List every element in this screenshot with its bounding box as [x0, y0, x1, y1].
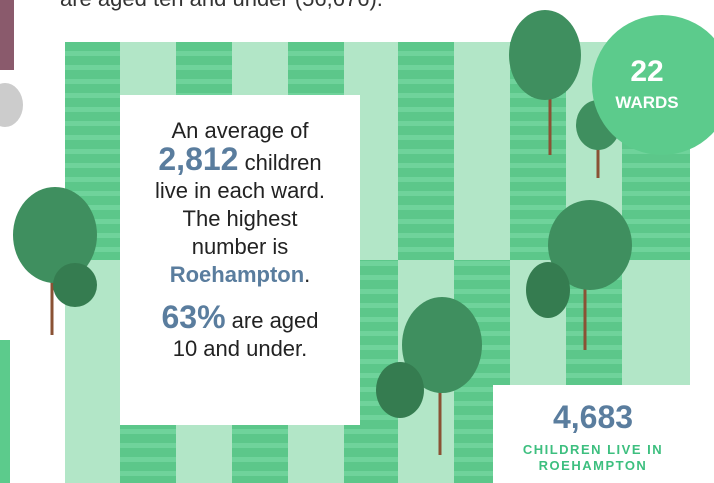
percent: 63% [161, 299, 226, 335]
info-card: An average of 2,812 children live in eac… [120, 95, 360, 425]
ward: Roehampton [169, 262, 305, 287]
text: The highest [182, 206, 298, 231]
text: number is [191, 234, 289, 259]
highlight-label: CHILDREN LIVE IN ROEHAMPTON [522, 442, 664, 473]
text: 10 and under. [172, 336, 308, 361]
text: are aged [231, 308, 319, 333]
wards-badge: 22 WARDS [592, 15, 714, 155]
figure [0, 0, 14, 70]
average: 2,812 [158, 141, 239, 177]
trees [13, 10, 632, 455]
left-bar [0, 340, 10, 483]
badge-number: 22 [630, 55, 664, 88]
stripe-cell [398, 42, 454, 260]
intro-text: are aged ten and under (56,676). [60, 0, 383, 12]
text: . [304, 262, 311, 287]
text: An average of [171, 118, 309, 143]
badge-label: WARDS [615, 93, 679, 112]
figure-shadow [0, 83, 23, 127]
highlight-number: 4,683 [552, 399, 634, 435]
text: children [244, 150, 322, 175]
highlight-box: 4,683 CHILDREN LIVE IN ROEHAMPTON [493, 385, 693, 483]
text: live in each ward. [155, 178, 325, 203]
